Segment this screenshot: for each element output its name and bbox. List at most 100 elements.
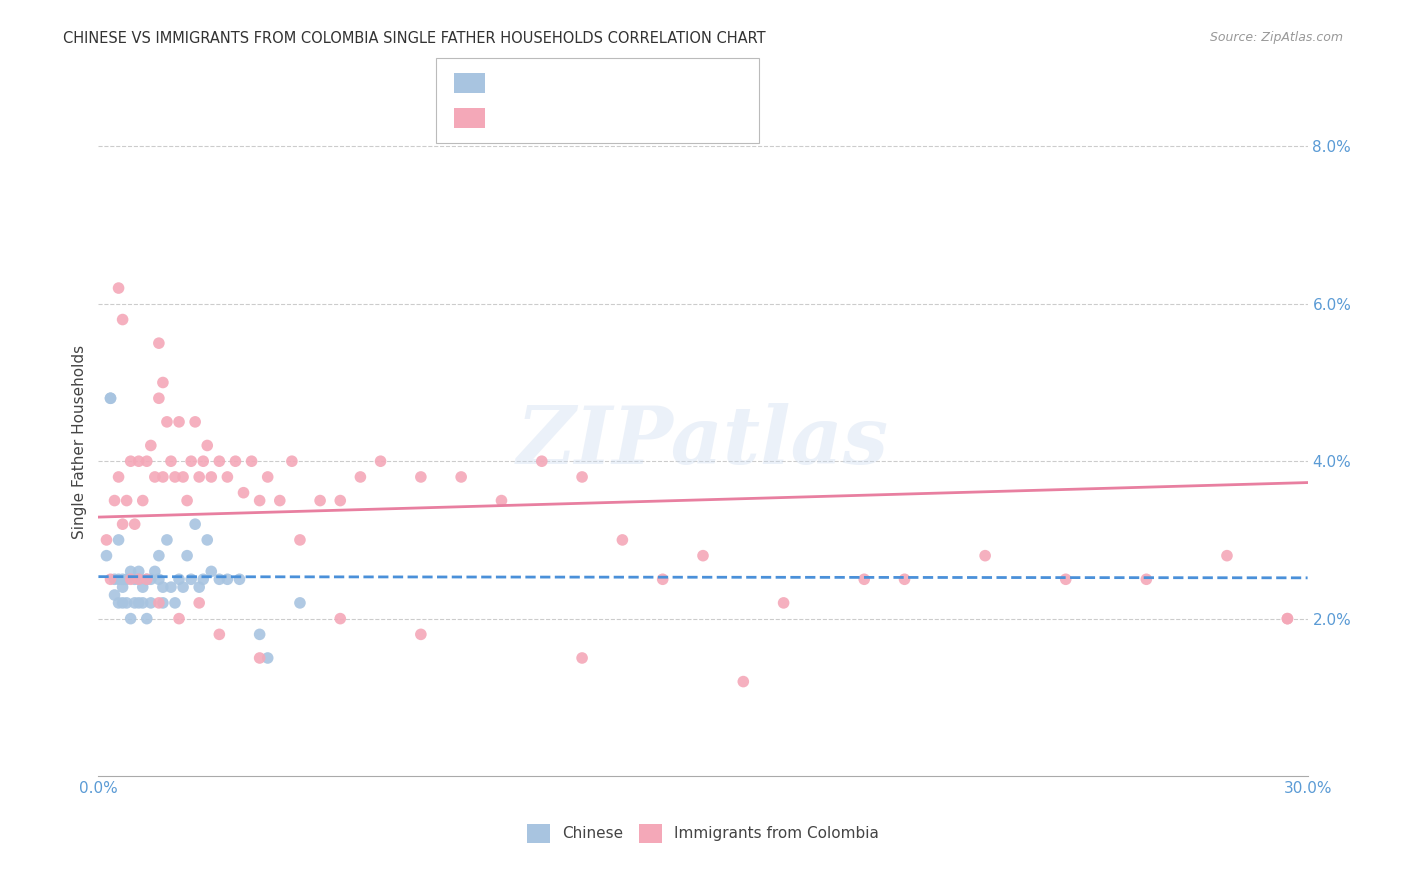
Point [135, 454, 157, 468]
Point [409, 470, 432, 484]
Point [167, 572, 190, 586]
Point [491, 493, 513, 508]
Point [120, 612, 142, 626]
Point [329, 493, 352, 508]
Point [180, 572, 202, 586]
Point [176, 493, 198, 508]
Point [111, 312, 134, 326]
Point [100, 391, 122, 405]
Point [148, 549, 170, 563]
Point [107, 281, 129, 295]
Point [160, 580, 183, 594]
Point [188, 580, 211, 594]
Point [249, 627, 271, 641]
Point [176, 549, 198, 563]
Point [111, 596, 134, 610]
Point [180, 454, 202, 468]
Point [148, 596, 170, 610]
Point [143, 565, 166, 579]
Point [120, 565, 142, 579]
Point [172, 580, 194, 594]
Point [349, 470, 371, 484]
Y-axis label: Single Father Households: Single Father Households [72, 344, 87, 539]
Point [96, 549, 118, 563]
Point [974, 549, 997, 563]
Point [193, 454, 215, 468]
Text: ZIPatlas: ZIPatlas [517, 403, 889, 480]
Point [409, 627, 432, 641]
Point [139, 596, 162, 610]
Text: 49: 49 [634, 76, 654, 90]
Point [288, 596, 311, 610]
Point [450, 470, 472, 484]
Point [128, 596, 150, 610]
Point [893, 572, 915, 586]
Point [152, 596, 174, 610]
Point [167, 415, 190, 429]
Point [184, 415, 207, 429]
Point [269, 493, 291, 508]
Point [111, 517, 134, 532]
Point [148, 336, 170, 351]
Point [195, 438, 218, 452]
Point [571, 651, 593, 665]
Point [128, 454, 150, 468]
Point [208, 627, 231, 641]
Point [200, 565, 222, 579]
Point [111, 572, 134, 586]
Point [1216, 549, 1239, 563]
Point [139, 572, 162, 586]
Point [232, 485, 254, 500]
Point [128, 572, 150, 586]
Point [281, 454, 304, 468]
Point [612, 533, 634, 547]
Point [370, 454, 392, 468]
Point [111, 580, 134, 594]
Point [156, 415, 179, 429]
Point [167, 612, 190, 626]
Point [184, 517, 207, 532]
Point [135, 572, 157, 586]
Point [195, 533, 218, 547]
Point [100, 572, 122, 586]
Point [107, 533, 129, 547]
Point [733, 674, 755, 689]
Point [135, 572, 157, 586]
Point [103, 493, 125, 508]
Point [135, 612, 157, 626]
Point [208, 572, 231, 586]
Point [107, 470, 129, 484]
Point [208, 454, 231, 468]
Point [152, 580, 174, 594]
Point [1277, 612, 1299, 626]
Point [571, 470, 593, 484]
Legend: Chinese, Immigrants from Colombia: Chinese, Immigrants from Colombia [522, 818, 884, 848]
Text: 74: 74 [634, 111, 654, 125]
Point [188, 470, 211, 484]
Point [139, 438, 162, 452]
Point [1135, 572, 1157, 586]
Point [256, 470, 278, 484]
Point [309, 493, 332, 508]
Point [193, 572, 215, 586]
Point [132, 580, 155, 594]
Point [107, 596, 129, 610]
Text: 0.113: 0.113 [541, 111, 585, 125]
Text: R =: R = [496, 76, 530, 90]
Point [163, 470, 186, 484]
Point [772, 596, 794, 610]
Point [115, 572, 138, 586]
Point [217, 470, 239, 484]
Point [188, 596, 211, 610]
Point [124, 596, 146, 610]
Point [217, 572, 239, 586]
Text: Source: ZipAtlas.com: Source: ZipAtlas.com [1209, 31, 1343, 45]
Point [240, 454, 263, 468]
Point [120, 454, 142, 468]
Point [249, 493, 271, 508]
Point [132, 596, 155, 610]
Point [1277, 612, 1299, 626]
Point [100, 391, 122, 405]
Point [148, 391, 170, 405]
Point [148, 572, 170, 586]
